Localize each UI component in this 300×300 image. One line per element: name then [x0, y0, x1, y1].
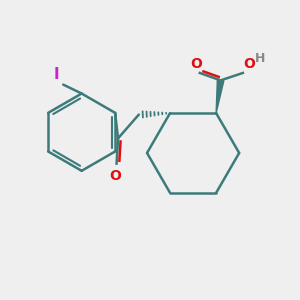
Text: H: H	[255, 52, 266, 64]
Text: O: O	[190, 57, 202, 70]
Polygon shape	[216, 80, 224, 113]
Text: I: I	[54, 67, 59, 82]
Text: O: O	[109, 169, 121, 183]
Text: O: O	[244, 57, 255, 70]
